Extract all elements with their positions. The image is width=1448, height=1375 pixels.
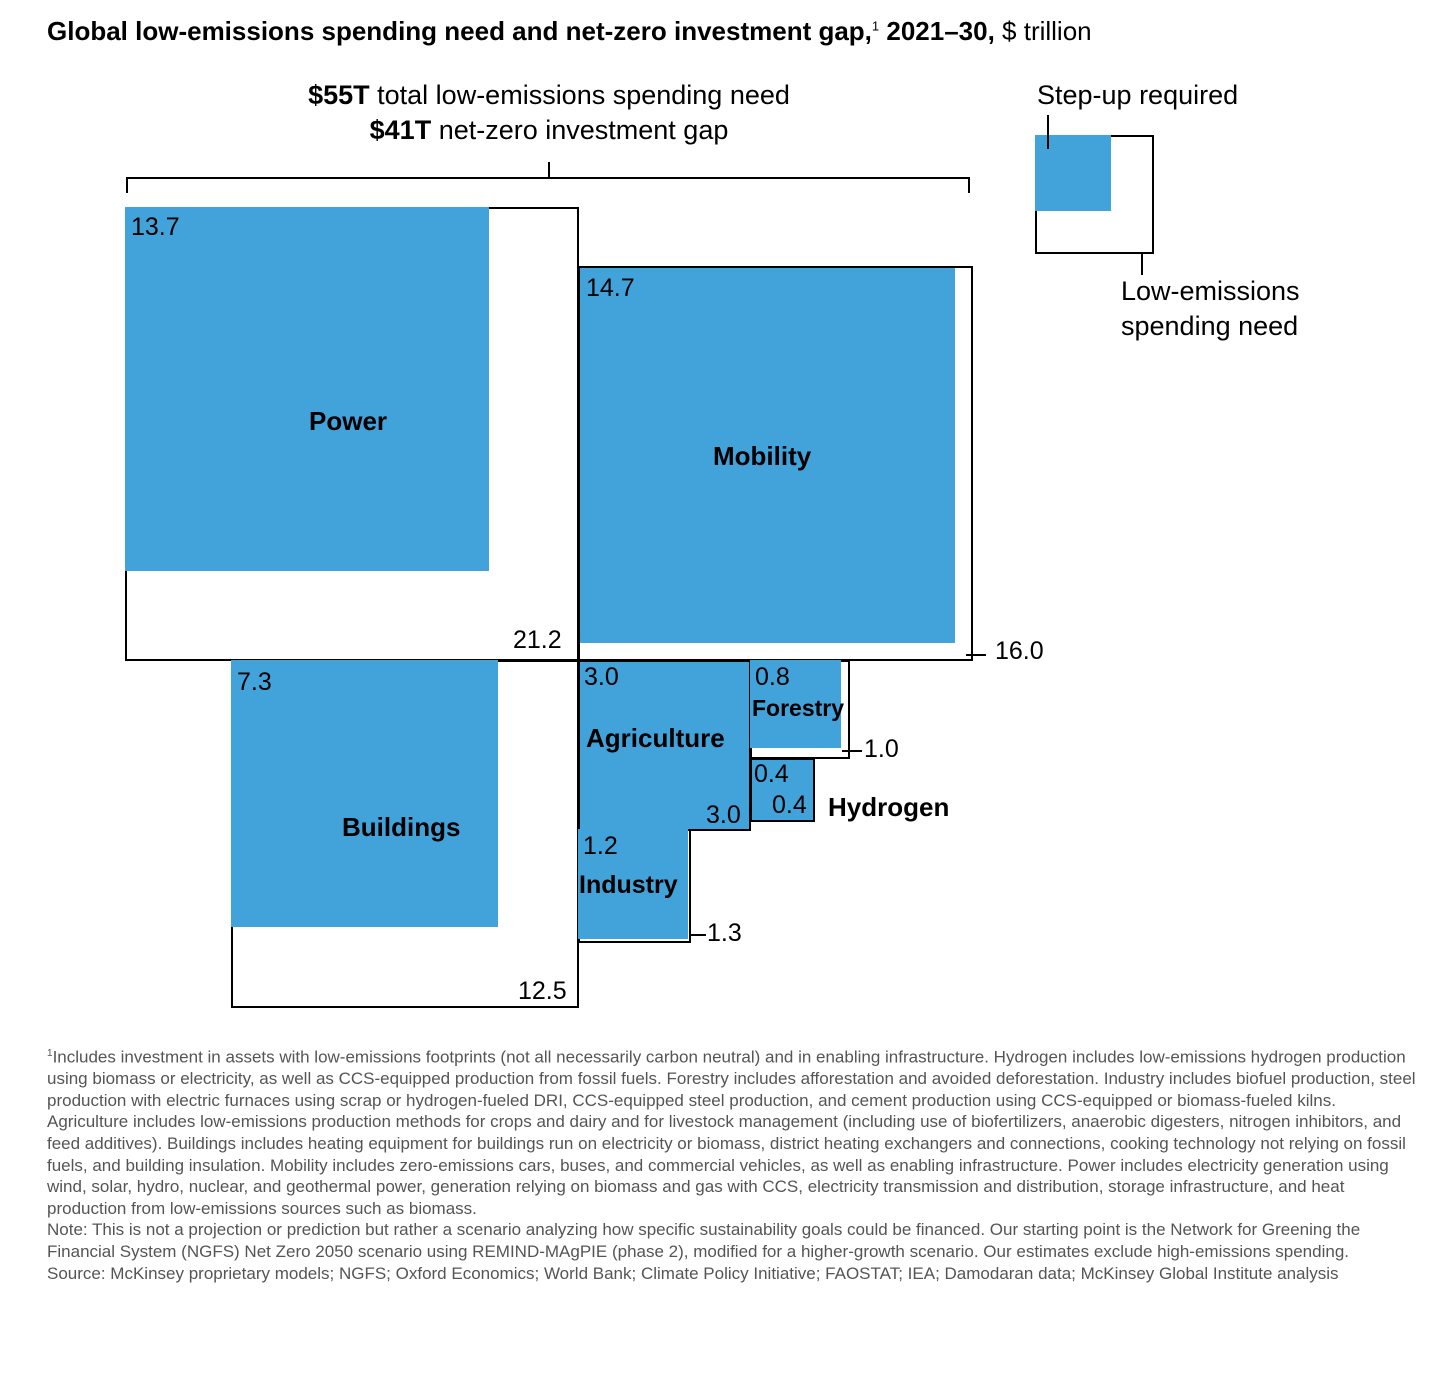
forestry-need-tick xyxy=(842,750,862,752)
title-footnote-mark: 1 xyxy=(871,18,880,34)
agriculture-step-up-label: 3.0 xyxy=(584,663,619,691)
forestry-step-up-box xyxy=(750,660,841,748)
title-years: 2021–30, xyxy=(879,16,995,46)
headline-total: $55T total low-emissions spending need xyxy=(200,80,898,111)
legend-step-up-label: Step-up required xyxy=(1037,80,1239,110)
hydrogen-sector-label: Hydrogen xyxy=(828,792,950,822)
forestry-need-label: 1.0 xyxy=(864,735,899,763)
mobility-sector-label: Mobility xyxy=(713,441,812,471)
agriculture-need-label: 3.0 xyxy=(706,801,741,829)
forestry-sector-label: Forestry xyxy=(752,695,845,721)
chart-title: Global low-emissions spending need and n… xyxy=(47,16,1092,47)
industry-need-tick xyxy=(690,934,706,936)
power-step-up-label: 13.7 xyxy=(131,213,180,241)
bracket-left-end xyxy=(126,177,128,193)
mobility-step-up-label: 14.7 xyxy=(586,274,635,302)
legend-need-label-1: Low-emissions xyxy=(1121,276,1300,306)
headline-total-value: $55T xyxy=(308,80,370,110)
buildings-need-label: 12.5 xyxy=(518,977,567,1005)
agriculture-sector-label: Agriculture xyxy=(586,723,725,753)
power-step-up-box xyxy=(125,207,489,571)
buildings-sector-label: Buildings xyxy=(342,812,461,842)
industry-need-label: 1.3 xyxy=(707,919,742,947)
bracket-right-end xyxy=(968,177,970,193)
buildings-step-up-label: 7.3 xyxy=(237,668,272,696)
legend-need-label-2: spending need xyxy=(1121,311,1299,341)
legend-step-up-leader xyxy=(1047,115,1049,149)
title-main: Global low-emissions spending need and n… xyxy=(47,16,872,46)
power-sector-label: Power xyxy=(309,406,388,436)
footnote-mark: 1 xyxy=(47,1048,53,1059)
industry-step-up-label: 1.2 xyxy=(583,832,618,860)
forestry-step-up-label: 0.8 xyxy=(755,663,790,691)
bracket-line xyxy=(126,177,970,179)
buildings-step-up-box xyxy=(231,660,498,927)
power-need-label: 21.2 xyxy=(513,626,562,654)
footnote-text: Includes investment in assets with low-e… xyxy=(47,1047,1416,1218)
bracket-center-tick xyxy=(548,162,550,178)
hydrogen-step-up-label: 0.4 xyxy=(754,760,789,788)
headline-gap-value: $41T xyxy=(369,115,432,145)
note-text: Note: This is not a projection or predic… xyxy=(47,1220,1361,1261)
agriculture-step-up-box xyxy=(578,660,751,831)
industry-sector-label: Industry xyxy=(579,871,678,899)
headline-gap: $41T net-zero investment gap xyxy=(200,115,898,146)
hydrogen-need-label: 0.4 xyxy=(772,791,807,819)
title-unit: $ trillion xyxy=(994,16,1092,46)
source-text: Source: McKinsey proprietary models; NGF… xyxy=(47,1263,1339,1283)
headline-total-text: total low-emissions spending need xyxy=(369,80,790,110)
footnotes: 1Includes investment in assets with low-… xyxy=(47,1043,1417,1284)
headline-gap-text: net-zero investment gap xyxy=(431,115,729,145)
legend-need-leader xyxy=(1141,253,1143,275)
mobility-need-label: 16.0 xyxy=(995,637,1044,665)
footnote-1: 1Includes investment in assets with low-… xyxy=(47,1043,1417,1219)
industry-step-up-box xyxy=(578,829,688,939)
mobility-step-up-box xyxy=(580,268,955,643)
hydrogen-step-up-box xyxy=(750,758,815,822)
mobility-need-tick xyxy=(966,654,986,656)
